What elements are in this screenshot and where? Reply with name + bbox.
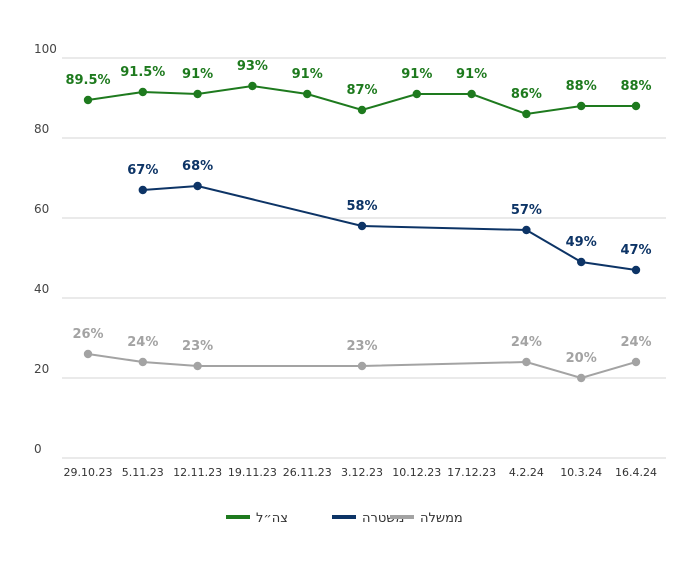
data-point-army	[303, 89, 312, 99]
x-tick-label: 5.11.23	[122, 466, 164, 479]
data-point-police	[138, 185, 147, 195]
y-tick-label: 40	[34, 282, 49, 296]
data-point-army	[138, 87, 147, 97]
legend-label-police: משטרה	[362, 511, 404, 526]
data-label-army: 88%	[620, 79, 651, 94]
y-tick-label: 100	[34, 42, 57, 56]
data-label-government: 24%	[127, 335, 158, 350]
data-label-army: 91%	[292, 67, 323, 82]
data-point-government	[138, 357, 147, 367]
data-point-army	[83, 95, 93, 105]
data-label-army: 87%	[346, 83, 377, 98]
data-label-government: 20%	[566, 351, 597, 366]
x-tick-label: 26.11.23	[283, 466, 332, 479]
data-label-police: 49%	[566, 235, 597, 250]
data-point-government	[83, 349, 93, 359]
x-tick-label: 17.12.23	[447, 466, 496, 479]
data-label-police: 47%	[620, 243, 651, 258]
x-tick-label: 10.12.23	[392, 466, 441, 479]
data-point-police	[193, 181, 202, 191]
y-tick-label: 60	[34, 202, 49, 216]
data-label-government: 24%	[620, 335, 651, 350]
data-label-army: 86%	[511, 87, 542, 102]
data-label-police: 68%	[182, 159, 213, 174]
x-tick-label: 12.11.23	[173, 466, 222, 479]
data-point-police	[577, 257, 586, 267]
data-label-army: 91%	[456, 67, 487, 82]
data-point-army	[412, 89, 421, 99]
data-point-government	[577, 373, 586, 383]
data-point-army	[193, 89, 202, 99]
data-label-police: 58%	[346, 199, 377, 214]
data-point-government	[631, 357, 641, 367]
x-tick-label: 3.12.23	[341, 466, 383, 479]
data-point-police	[631, 265, 641, 275]
data-point-army	[522, 109, 531, 119]
y-tick-label: 80	[34, 122, 49, 136]
data-label-government: 26%	[72, 327, 103, 342]
data-label-police: 57%	[511, 203, 542, 218]
data-label-army: 89.5%	[65, 73, 110, 88]
data-point-army	[467, 89, 476, 99]
data-point-government	[357, 361, 367, 371]
data-label-government: 24%	[511, 335, 542, 350]
y-tick-label: 20	[34, 362, 49, 376]
data-label-government: 23%	[346, 339, 377, 354]
series-line-police	[142, 184, 637, 271]
data-label-army: 91%	[182, 67, 213, 82]
data-label-army: 91.5%	[120, 65, 165, 80]
data-label-army: 93%	[237, 59, 268, 74]
data-label-police: 67%	[127, 163, 158, 178]
data-point-army	[248, 81, 257, 91]
legend-label-army: צה״ל	[256, 511, 288, 526]
x-tick-label: 19.11.23	[228, 466, 277, 479]
x-tick-label: 29.10.23	[64, 466, 113, 479]
x-tick-label: 10.3.24	[560, 466, 602, 479]
data-point-army	[357, 105, 367, 115]
x-tick-label: 4.2.24	[509, 466, 544, 479]
data-label-army: 88%	[566, 79, 597, 94]
data-point-government	[522, 357, 531, 367]
data-point-army	[577, 101, 586, 111]
data-point-government	[193, 361, 202, 371]
data-point-police	[357, 221, 367, 231]
data-label-army: 91%	[401, 67, 432, 82]
data-point-army	[631, 101, 641, 111]
y-tick-label: 0	[34, 442, 42, 456]
data-label-government: 23%	[182, 339, 213, 354]
x-tick-label: 16.4.24	[615, 466, 657, 479]
legend-label-government: ממשלה	[420, 511, 463, 526]
data-point-police	[522, 225, 531, 235]
